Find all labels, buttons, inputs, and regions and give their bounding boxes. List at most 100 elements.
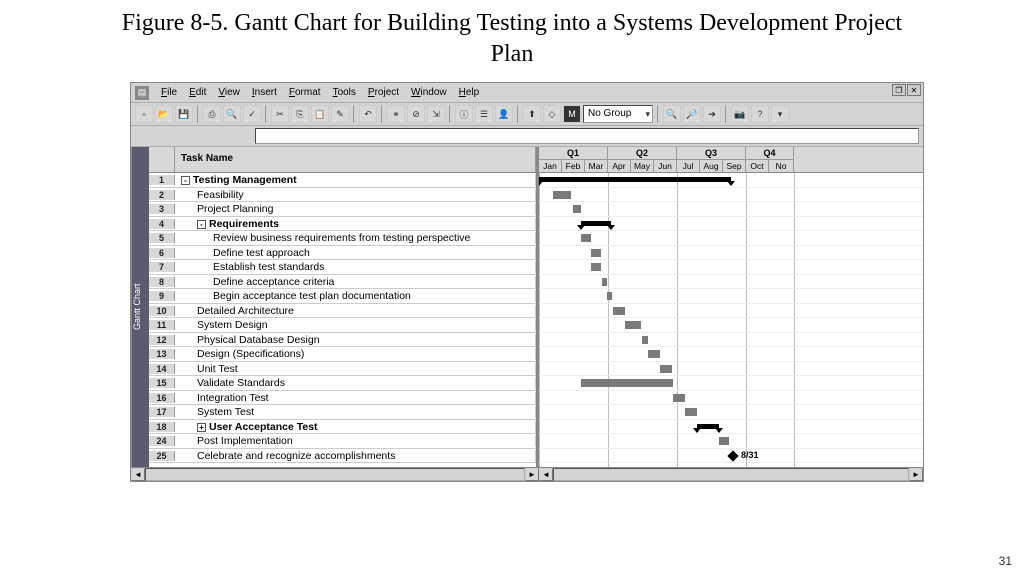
menu-help[interactable]: Help	[453, 85, 486, 100]
task-row[interactable]: 12Physical Database Design	[149, 333, 536, 348]
task-name-cell[interactable]: Celebrate and recognize accomplishments	[175, 450, 536, 462]
task-name-header[interactable]: Task Name	[175, 147, 536, 172]
print-button[interactable]: ⎙	[203, 105, 221, 123]
task-bar[interactable]	[602, 278, 607, 286]
task-row[interactable]: 13Design (Specifications)	[149, 347, 536, 362]
task-bar[interactable]	[642, 336, 648, 344]
row-id[interactable]: 13	[149, 349, 175, 359]
save-button[interactable]: 💾	[175, 105, 193, 123]
task-bar[interactable]	[581, 379, 673, 387]
info-button[interactable]: ⓘ	[455, 105, 473, 123]
task-name-cell[interactable]: System Test	[175, 406, 536, 418]
milestone-marker[interactable]	[727, 450, 738, 461]
unlink-button[interactable]: ⊘	[407, 105, 425, 123]
zoom-in-button[interactable]: 🔍	[663, 105, 681, 123]
task-name-cell[interactable]: Define test approach	[175, 247, 536, 259]
insert-button[interactable]: ◇	[543, 105, 561, 123]
task-bar[interactable]	[660, 365, 672, 373]
task-name-cell[interactable]: Establish test standards	[175, 261, 536, 273]
ms-icon[interactable]: M	[563, 105, 581, 123]
row-id[interactable]: 14	[149, 364, 175, 374]
help-button[interactable]: ?	[751, 105, 769, 123]
task-name-cell[interactable]: Review business requirements from testin…	[175, 232, 536, 244]
entry-field[interactable]	[255, 128, 919, 144]
menu-insert[interactable]: Insert	[246, 85, 283, 100]
gantt-scroll-left[interactable]: ◄	[539, 468, 553, 481]
close-button[interactable]: ✕	[907, 84, 921, 96]
task-bar[interactable]	[553, 191, 571, 199]
undo-button[interactable]: ↶	[359, 105, 377, 123]
row-id[interactable]: 17	[149, 407, 175, 417]
row-id[interactable]: 25	[149, 451, 175, 461]
row-id[interactable]: 15	[149, 378, 175, 388]
notes-button[interactable]: ☰	[475, 105, 493, 123]
task-row[interactable]: 6Define test approach	[149, 246, 536, 261]
task-row[interactable]: 7Establish test standards	[149, 260, 536, 275]
row-id[interactable]: 1	[149, 175, 175, 185]
task-name-cell[interactable]: Design (Specifications)	[175, 348, 536, 360]
new-button[interactable]: ▫	[135, 105, 153, 123]
row-id[interactable]: 11	[149, 320, 175, 330]
expander-icon[interactable]: -	[181, 176, 190, 185]
task-name-cell[interactable]: -Requirements	[175, 218, 536, 230]
task-bar[interactable]	[607, 292, 612, 300]
id-column-header[interactable]	[149, 147, 175, 172]
task-bar[interactable]	[648, 350, 660, 358]
task-name-cell[interactable]: System Design	[175, 319, 536, 331]
task-name-cell[interactable]: Integration Test	[175, 392, 536, 404]
task-name-cell[interactable]: Validate Standards	[175, 377, 536, 389]
task-row[interactable]: 5Review business requirements from testi…	[149, 231, 536, 246]
task-row[interactable]: 9Begin acceptance test plan documentatio…	[149, 289, 536, 304]
menu-project[interactable]: Project	[362, 85, 405, 100]
group-combo[interactable]: No Group	[583, 105, 653, 123]
row-id[interactable]: 16	[149, 393, 175, 403]
task-name-cell[interactable]: Feasibility	[175, 189, 536, 201]
menu-edit[interactable]: Edit	[183, 85, 212, 100]
task-row[interactable]: 4-Requirements	[149, 217, 536, 232]
task-bar[interactable]	[591, 249, 601, 257]
row-id[interactable]: 2	[149, 190, 175, 200]
row-id[interactable]: 18	[149, 422, 175, 432]
zoom-out-button[interactable]: 🔎	[683, 105, 701, 123]
format-painter-button[interactable]: ✎	[331, 105, 349, 123]
summary-bar[interactable]	[697, 424, 719, 429]
copy-pic-button[interactable]: 📷	[731, 105, 749, 123]
row-id[interactable]: 5	[149, 233, 175, 243]
menu-window[interactable]: Window	[405, 85, 453, 100]
task-bar[interactable]	[685, 408, 697, 416]
task-bar[interactable]	[613, 307, 625, 315]
paste-button[interactable]: 📋	[311, 105, 329, 123]
task-row[interactable]: 17System Test	[149, 405, 536, 420]
task-row[interactable]: 10Detailed Architecture	[149, 304, 536, 319]
row-id[interactable]: 10	[149, 306, 175, 316]
task-row[interactable]: 24Post Implementation	[149, 434, 536, 449]
row-id[interactable]: 6	[149, 248, 175, 258]
task-row[interactable]: 18+User Acceptance Test	[149, 420, 536, 435]
task-row[interactable]: 11System Design	[149, 318, 536, 333]
expander-icon[interactable]: -	[197, 220, 206, 229]
row-id[interactable]: 12	[149, 335, 175, 345]
preview-button[interactable]: 🔍	[223, 105, 241, 123]
task-row[interactable]: 25Celebrate and recognize accomplishment…	[149, 449, 536, 464]
row-id[interactable]: 9	[149, 291, 175, 301]
menu-view[interactable]: View	[212, 85, 246, 100]
copy-button[interactable]: ⎘	[291, 105, 309, 123]
task-row[interactable]: 3Project Planning	[149, 202, 536, 217]
grid-scroll-right[interactable]: ►	[525, 468, 539, 481]
summary-bar[interactable]	[539, 177, 731, 182]
task-name-cell[interactable]: Unit Test	[175, 363, 536, 375]
goto-button[interactable]: ➜	[703, 105, 721, 123]
row-id[interactable]: 8	[149, 277, 175, 287]
menu-format[interactable]: Format	[283, 85, 327, 100]
task-name-cell[interactable]: Post Implementation	[175, 435, 536, 447]
task-row[interactable]: 8Define acceptance criteria	[149, 275, 536, 290]
grid-scroll-track[interactable]	[145, 468, 525, 481]
spell-button[interactable]: ✓	[243, 105, 261, 123]
gantt-scroll-right[interactable]: ►	[909, 468, 923, 481]
summary-bar[interactable]	[581, 221, 611, 226]
link-button[interactable]: ⚭	[387, 105, 405, 123]
task-bar[interactable]	[591, 263, 601, 271]
view-bar[interactable]: Gantt Chart	[131, 147, 149, 467]
task-bar[interactable]	[673, 394, 685, 402]
more-button[interactable]: ▾	[771, 105, 789, 123]
